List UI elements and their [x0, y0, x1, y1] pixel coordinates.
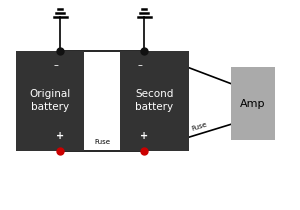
Text: –: –: [137, 60, 142, 70]
Bar: [231, 67, 275, 140]
Text: Second
battery: Second battery: [135, 89, 174, 112]
Text: –: –: [53, 60, 58, 70]
Text: +: +: [140, 131, 148, 141]
Bar: [120, 51, 189, 151]
Text: Fuse: Fuse: [190, 122, 208, 133]
Text: Fuse: Fuse: [94, 139, 110, 145]
Text: Amp: Amp: [240, 99, 266, 109]
Bar: [16, 51, 84, 151]
Text: Original
battery: Original battery: [29, 89, 70, 112]
Text: +: +: [56, 131, 64, 141]
